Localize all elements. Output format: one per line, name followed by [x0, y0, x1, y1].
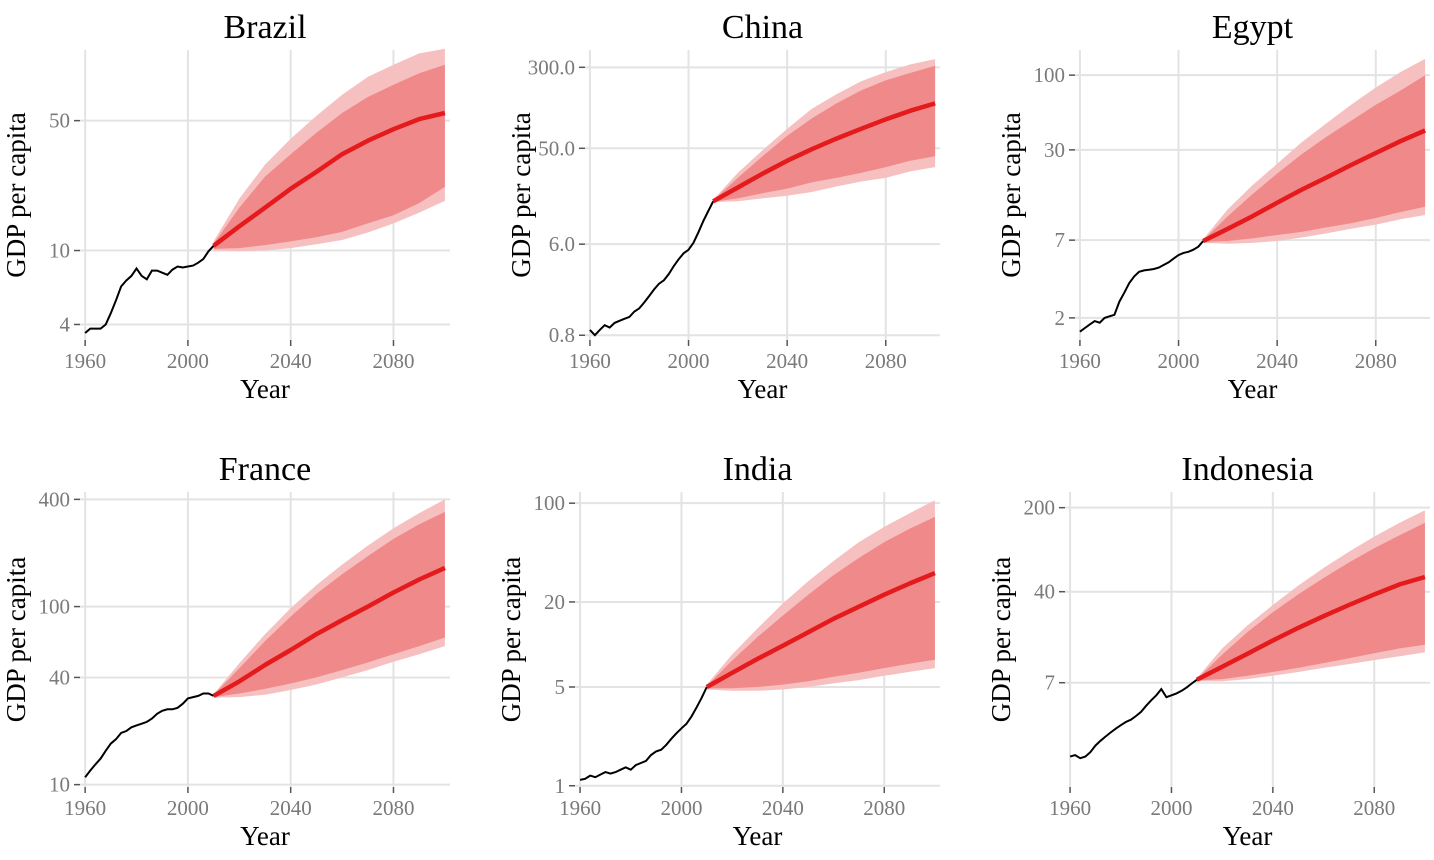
x-tick-label: 2040	[270, 796, 312, 820]
x-tick-label: 1960	[569, 349, 611, 373]
panel-title: Egypt	[1212, 9, 1294, 46]
x-tick-label: 2000	[167, 796, 209, 820]
y-tick-label: 100	[534, 491, 566, 515]
historical-line	[579, 686, 708, 781]
x-tick-label: 2080	[863, 796, 905, 820]
y-tick-label: 100	[39, 595, 71, 619]
historical-line	[1069, 678, 1198, 760]
panel-brazil: 1960 2000 2040 2080 4 10 50 Brazil Year GDP per c…	[1, 9, 450, 404]
y-tick-label: 300.0	[528, 55, 575, 79]
x-axis-label: Year	[1228, 374, 1278, 404]
y-tick-label: 7	[1055, 228, 1066, 252]
panel-india: 1960 2000 2040 2080 1 5 20 100 India Year GDP per …	[496, 451, 940, 851]
y-tick-label: 40	[49, 665, 70, 689]
median-projection-line	[1195, 574, 1426, 682]
x-tick-label: 1960	[64, 796, 106, 820]
y-tick-label: 5	[555, 675, 566, 699]
x-tick-label: 2040	[1252, 796, 1294, 820]
x-tick-label: 2080	[372, 796, 414, 820]
y-axis-label: GDP per capita	[506, 112, 536, 277]
y-tick-label: 40	[1034, 580, 1055, 604]
y-tick-label: 20	[544, 590, 565, 614]
y-tick-label: 50	[49, 109, 70, 133]
panel-china: 1960 2000 2040 2080 0.8 6.0 50.0 300.0 China Year…	[506, 9, 940, 404]
y-tick-label: 1	[555, 774, 566, 798]
band-80	[1196, 522, 1425, 681]
x-axis-label: Year	[738, 374, 788, 404]
x-axis-label: Year	[733, 821, 783, 851]
panel-title: India	[723, 451, 793, 488]
historical-line	[589, 200, 715, 337]
median-projection-line	[712, 101, 936, 204]
panel-title: France	[219, 451, 312, 488]
y-tick-label: 7	[1045, 671, 1056, 695]
x-tick-label: 2040	[270, 349, 312, 373]
x-tick-label: 2000	[668, 349, 710, 373]
y-tick-label: 6.0	[549, 232, 575, 256]
y-axis-label: GDP per capita	[496, 557, 526, 722]
y-axis-label: GDP per capita	[986, 557, 1016, 722]
band-80	[706, 516, 935, 689]
y-tick-label: 4	[60, 312, 71, 336]
y-tick-label: 2	[1055, 306, 1066, 330]
median-projection-line	[1202, 128, 1426, 244]
x-tick-label: 2040	[766, 349, 808, 373]
y-tick-label: 50.0	[538, 136, 575, 160]
x-tick-label: 1960	[559, 796, 601, 820]
x-tick-label: 2080	[1353, 796, 1395, 820]
panel-title: China	[722, 9, 803, 46]
y-tick-label: 400	[39, 487, 71, 511]
x-tick-label: 1960	[64, 349, 106, 373]
y-tick-label: 10	[49, 239, 70, 263]
y-axis-label: GDP per capita	[1, 112, 31, 277]
y-tick-label: 30	[1044, 138, 1065, 162]
x-tick-label: 2000	[1150, 796, 1192, 820]
historical-line	[84, 692, 215, 778]
historical-line	[84, 245, 215, 334]
x-tick-label: 2080	[865, 349, 907, 373]
x-tick-label: 2000	[1158, 349, 1200, 373]
x-tick-label: 2080	[1355, 349, 1397, 373]
x-tick-label: 1960	[1049, 796, 1091, 820]
panel-france: 1960 2000 2040 2080 10 40 100 400 France Year GDP …	[1, 451, 450, 851]
x-axis-label: Year	[240, 821, 290, 851]
historical-line	[1079, 240, 1204, 333]
panel-egypt: 1960 2000 2040 2080 2 7 30 100 Egypt Year GDP per …	[996, 9, 1430, 404]
x-axis-label: Year	[240, 374, 290, 404]
y-tick-label: 0.8	[549, 323, 575, 347]
x-tick-label: 2000	[167, 349, 209, 373]
x-tick-label: 2000	[660, 796, 702, 820]
x-tick-label: 2040	[762, 796, 804, 820]
band-80	[1203, 75, 1426, 242]
y-tick-label: 100	[1034, 63, 1066, 87]
median-projection-line	[212, 110, 446, 248]
y-axis-label: GDP per capita	[996, 112, 1026, 277]
band-80	[213, 511, 445, 698]
x-tick-label: 2080	[372, 349, 414, 373]
median-projection-line	[212, 565, 446, 698]
y-axis-label: GDP per capita	[1, 557, 31, 722]
band-80	[713, 65, 936, 202]
panel-indonesia: 1960 2000 2040 2080 7 40 200 Indonesia Year GDP p…	[986, 451, 1430, 851]
x-axis-label: Year	[1223, 821, 1273, 851]
y-tick-label: 200	[1024, 496, 1056, 520]
x-tick-label: 2040	[1256, 349, 1298, 373]
x-tick-label: 1960	[1059, 349, 1101, 373]
y-tick-label: 10	[49, 773, 70, 797]
median-projection-line	[705, 571, 936, 689]
panel-title: Brazil	[223, 9, 306, 46]
panel-title: Indonesia	[1181, 451, 1313, 488]
